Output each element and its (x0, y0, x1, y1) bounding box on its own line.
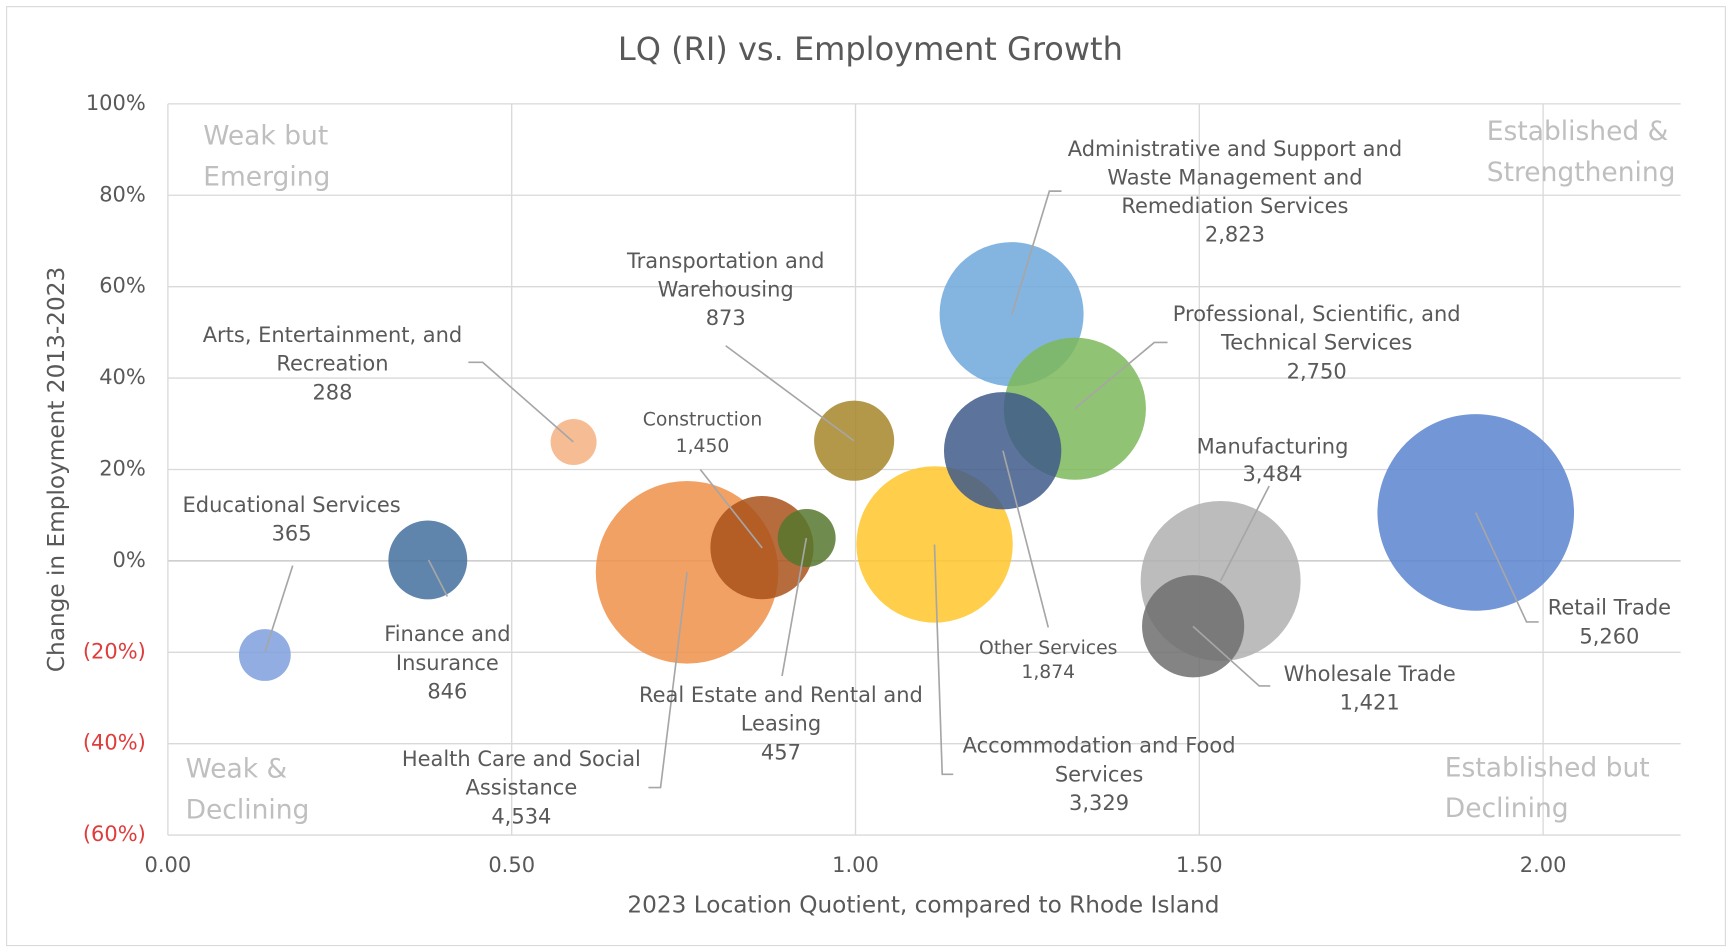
bubble (814, 400, 895, 481)
y-tick-label: 80% (99, 182, 146, 206)
data-label: 365 (272, 522, 312, 546)
leader-line (1074, 341, 1168, 410)
data-label: Professional, Scientific, and (1173, 302, 1461, 326)
data-label: Construction (643, 409, 762, 430)
bubble (856, 466, 1013, 623)
quadrant-label: Declining (186, 794, 310, 825)
data-label: Health Care and Social (402, 747, 641, 771)
data-label: Finance and (384, 622, 510, 646)
leader-line (781, 537, 808, 677)
bubble (1377, 414, 1575, 611)
data-label: 2,750 (1287, 359, 1347, 383)
y-tick-label: 20% (99, 456, 146, 480)
leader-line (427, 559, 449, 597)
data-label: Leasing (741, 712, 821, 736)
data-label: Accommodation and Food (963, 734, 1236, 758)
y-tick-label: (40%) (83, 731, 146, 755)
data-label: 1,450 (676, 436, 730, 457)
data-label: 288 (312, 380, 352, 404)
data-label: 2,823 (1205, 222, 1265, 246)
leader-line (1219, 485, 1270, 582)
data-label: Remediation Services (1121, 194, 1348, 218)
data-label: 3,329 (1069, 791, 1129, 815)
data-label: 457 (761, 740, 801, 764)
data-label: 5,260 (1579, 624, 1639, 648)
bubble (550, 419, 597, 466)
leader-line (468, 361, 574, 443)
y-tick-label: (20%) (83, 639, 146, 663)
leader-line (1002, 450, 1050, 628)
data-label: Arts, Entertainment, and (203, 323, 463, 347)
bubble (238, 629, 291, 681)
data-label: 846 (427, 680, 467, 704)
quadrant-label: Declining (1445, 793, 1569, 824)
leader-line (933, 544, 954, 776)
data-label: Technical Services (1220, 331, 1412, 355)
chart-title: LQ (RI) vs. Employment Growth (618, 30, 1123, 68)
data-label: Real Estate and Rental and (639, 683, 923, 707)
y-tick-label: 40% (99, 365, 146, 389)
bubble (388, 520, 468, 600)
data-label: Recreation (276, 352, 388, 376)
data-label: Transportation and (626, 249, 825, 273)
data-label: 873 (706, 306, 746, 330)
data-label: 4,534 (491, 804, 551, 828)
data-label: Educational Services (183, 493, 401, 517)
leader-line (648, 572, 688, 789)
y-tick-label: 60% (99, 274, 146, 298)
quadrant-label: Weak & (186, 753, 288, 784)
quadrant-label: Emerging (203, 161, 330, 192)
quadrant-label: Strengthening (1487, 157, 1676, 188)
data-label: Administrative and Support and (1068, 137, 1402, 161)
quadrant-label: Established but (1445, 752, 1650, 783)
leader-line (264, 565, 294, 652)
x-tick-label: 1.00 (832, 853, 879, 877)
data-label: Retail Trade (1548, 596, 1671, 620)
quadrant-label: Weak but (203, 120, 328, 151)
leader-line (1011, 190, 1062, 316)
data-label: Services (1055, 762, 1143, 786)
quadrant-label: Established & (1487, 116, 1669, 147)
y-axis-title: Change in Employment 2013-2023 (43, 267, 70, 672)
y-tick-label: (60%) (83, 822, 146, 846)
leader-line (699, 468, 763, 549)
x-tick-label: 0.00 (145, 853, 192, 877)
x-axis-title: 2023 Location Quotient, compared to Rhod… (627, 891, 1219, 918)
data-label: Insurance (396, 651, 499, 675)
data-label: Assistance (466, 776, 578, 800)
data-label: Other Services (979, 638, 1117, 659)
x-tick-label: 1.50 (1176, 853, 1223, 877)
leader-line (725, 345, 855, 442)
leader-line (1474, 512, 1539, 623)
bubble (943, 392, 1062, 510)
data-label: Waste Management and (1107, 166, 1362, 190)
data-label: Manufacturing (1197, 434, 1349, 458)
y-tick-label: 0% (113, 548, 146, 572)
y-tick-label: 100% (86, 91, 146, 115)
x-tick-label: 0.50 (488, 853, 535, 877)
data-label: 1,421 (1340, 691, 1400, 715)
x-tick-label: 2.00 (1520, 853, 1567, 877)
data-label: Wholesale Trade (1284, 662, 1456, 686)
leader-line (1192, 625, 1271, 687)
data-label: 1,874 (1021, 662, 1075, 683)
data-label: 3,484 (1242, 462, 1302, 486)
data-label: Warehousing (658, 278, 794, 302)
